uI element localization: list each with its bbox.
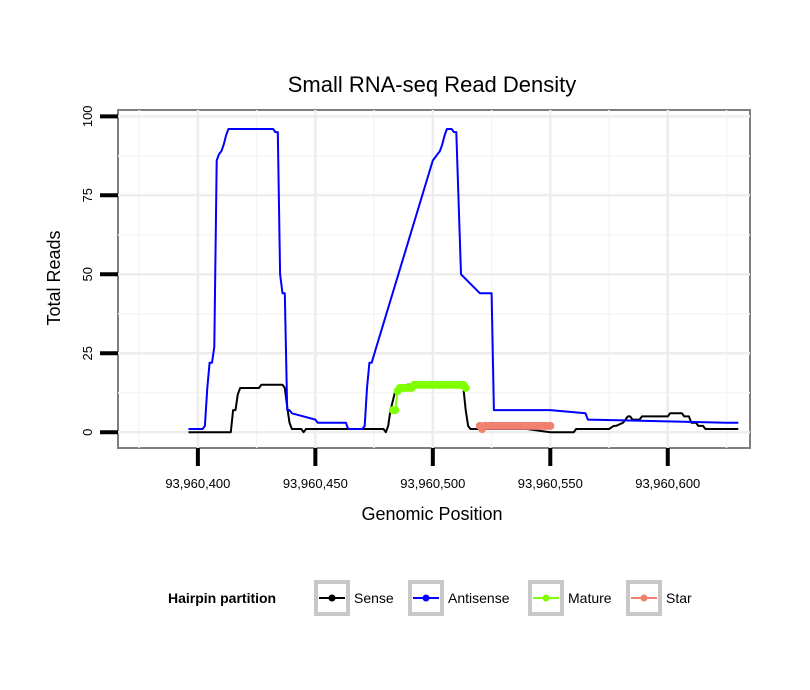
data-point-mature: [391, 406, 400, 415]
x-tick-label: 93,960,400: [165, 476, 230, 491]
x-tick-label: 93,960,600: [635, 476, 700, 491]
data-point-star: [546, 421, 555, 430]
x-tick-label: 93,960,450: [283, 476, 348, 491]
series-mature: [388, 380, 470, 415]
legend-key-point: [640, 594, 648, 602]
axes: 0 25 50 75 100 93,960,400 93,960,450 93,960,500…: [80, 105, 700, 491]
y-tick-label: 50: [80, 267, 95, 281]
series-star: [475, 421, 555, 434]
legend: Hairpin partition Sense Antisense Mature St…: [168, 580, 692, 616]
legend-key-point: [542, 594, 550, 602]
y-axis-title: Total Reads: [44, 230, 64, 325]
legend-label-star: Star: [666, 590, 692, 606]
series-line-antisense: [188, 128, 739, 430]
chart-title: Small RNA-seq Read Density: [288, 72, 577, 97]
x-axis-title: Genomic Position: [361, 504, 502, 524]
legend-label-mature: Mature: [568, 590, 612, 606]
x-tick-label: 93,960,550: [518, 476, 583, 491]
grid-lines: [118, 110, 750, 448]
y-tick-label: 0: [80, 429, 95, 436]
legend-label-sense: Sense: [354, 590, 394, 606]
legend-key-point: [422, 594, 430, 602]
series-layer: [188, 128, 739, 434]
x-tick-label: 93,960,500: [400, 476, 465, 491]
y-tick-label: 75: [80, 188, 95, 202]
legend-title: Hairpin partition: [168, 590, 276, 606]
y-tick-label: 100: [80, 105, 95, 127]
data-point-mature: [461, 383, 470, 392]
legend-key-point: [328, 594, 336, 602]
legend-label-antisense: Antisense: [448, 590, 510, 606]
series-antisense: [188, 128, 739, 430]
y-tick-label: 25: [80, 346, 95, 360]
